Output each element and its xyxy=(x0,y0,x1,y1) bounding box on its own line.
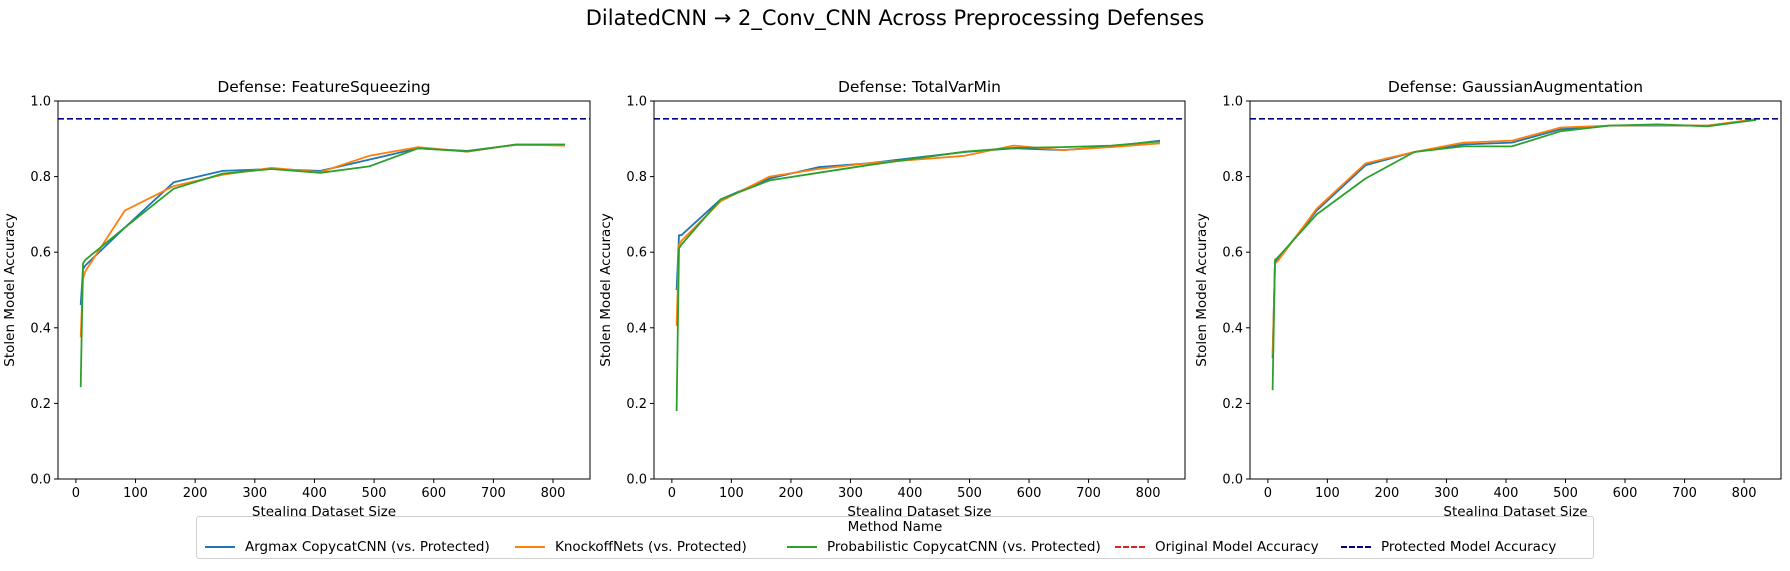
x-tick-label: 500 xyxy=(1553,486,1578,501)
x-tick-label: 800 xyxy=(541,486,566,501)
series-line-knockoffnets-vs-protected xyxy=(675,142,1161,326)
x-tick-label: 500 xyxy=(362,486,387,501)
y-tick-label: 0.2 xyxy=(1222,397,1243,412)
series-line-knockoffnets-vs-protected xyxy=(1271,118,1757,355)
legend-swatch xyxy=(1115,546,1145,548)
y-tick-label: 0.6 xyxy=(1222,246,1243,261)
legend-items: Argmax CopycatCNN (vs. Protected) Knockof… xyxy=(197,537,1593,557)
x-tick-label: 600 xyxy=(421,486,446,501)
y-tick-label: 1.0 xyxy=(30,95,51,110)
y-tick-label: 0.8 xyxy=(30,170,51,185)
legend-label: Protected Model Accuracy xyxy=(1381,539,1557,555)
y-tick-label: 0.4 xyxy=(626,321,647,336)
series-line-knockoffnets-vs-protected xyxy=(79,143,566,338)
legend-swatch xyxy=(515,546,545,548)
x-tick-label: 0 xyxy=(668,486,676,501)
x-tick-label: 200 xyxy=(779,486,804,501)
x-tick-label: 100 xyxy=(123,486,148,501)
x-tick-label: 300 xyxy=(242,486,267,501)
legend-title: Method Name xyxy=(847,519,943,535)
series-line-probabilistic-copycatcnn-vs-protected xyxy=(675,140,1161,412)
y-axis-label: Stolen Model Accuracy xyxy=(598,213,614,366)
x-tick-label: 400 xyxy=(898,486,923,501)
y-tick-label: 0.4 xyxy=(30,321,51,336)
legend-label: Probabilistic CopycatCNN (vs. Protected) xyxy=(827,539,1101,555)
series-line-argmax-copycatcnn-vs-protected xyxy=(675,139,1161,291)
legend-item-protected-model-accuracy: Protected Model Accuracy xyxy=(1341,537,1556,557)
x-tick-label: 700 xyxy=(1076,486,1101,501)
legend-label: KnockoffNets (vs. Protected) xyxy=(555,539,747,555)
x-tick-label: 600 xyxy=(1017,486,1042,501)
x-tick-label: 400 xyxy=(1494,486,1519,501)
x-tick-label: 0 xyxy=(1264,486,1272,501)
panel-title: Defense: TotalVarMin xyxy=(838,78,1001,96)
chart-panel-3: 0 100 200 300 400 500 600 700 800 0.0 0.2 0.4 0.6 0.8… xyxy=(1194,78,1782,520)
y-tick-label: 0.2 xyxy=(626,397,647,412)
series-line-probabilistic-copycatcnn-vs-protected xyxy=(79,143,565,388)
x-tick-label: 200 xyxy=(183,486,208,501)
x-tick-label: 700 xyxy=(1672,486,1697,501)
x-tick-label: 800 xyxy=(1732,486,1757,501)
x-tick-label: 300 xyxy=(838,486,863,501)
y-tick-label: 0.0 xyxy=(30,473,51,488)
y-tick-label: 0.6 xyxy=(626,246,647,261)
chart-panel-2: 0 100 200 300 400 500 600 700 800 0.0 0.2 0.4 0.6 0.8… xyxy=(598,78,1186,520)
y-tick-label: 0.8 xyxy=(626,170,647,185)
legend-item-knockoffnets-vs-protected: KnockoffNets (vs. Protected) xyxy=(515,537,747,557)
x-tick-label: 700 xyxy=(481,486,506,501)
x-tick-label: 800 xyxy=(1136,486,1161,501)
y-tick-label: 0.4 xyxy=(1222,321,1243,336)
panel-title: Defense: FeatureSqueezing xyxy=(217,78,430,96)
axes-frame xyxy=(653,100,1186,480)
x-tick-label: 300 xyxy=(1434,486,1459,501)
legend-swatch xyxy=(787,546,817,548)
y-tick-label: 0.6 xyxy=(30,246,51,261)
series-line-argmax-copycatcnn-vs-protected xyxy=(79,143,565,306)
legend-label: Argmax CopycatCNN (vs. Protected) xyxy=(245,539,490,555)
y-tick-label: 0.2 xyxy=(30,397,51,412)
legend-label: Original Model Accuracy xyxy=(1155,539,1319,555)
y-tick-label: 0.0 xyxy=(1222,473,1243,488)
y-tick-label: 1.0 xyxy=(626,95,647,110)
x-tick-label: 200 xyxy=(1375,486,1400,501)
legend-item-argmax-copycatcnn-vs-protected: Argmax CopycatCNN (vs. Protected) xyxy=(205,537,490,557)
x-tick-label: 0 xyxy=(72,486,80,501)
legend-item-probabilistic-copycatcnn-vs-protected: Probabilistic CopycatCNN (vs. Protected) xyxy=(787,537,1101,557)
legend-swatch xyxy=(1341,546,1371,548)
x-tick-label: 400 xyxy=(302,486,327,501)
y-tick-label: 0.8 xyxy=(1222,170,1243,185)
x-tick-label: 500 xyxy=(957,486,982,501)
axes-frame xyxy=(1249,100,1782,480)
chart-panel-1: 0 100 200 300 400 500 600 700 800 0.0 0.2 0.4 0.6 0.8… xyxy=(2,78,591,520)
series-line-argmax-copycatcnn-vs-protected xyxy=(1271,119,1757,359)
x-tick-label: 100 xyxy=(1315,486,1340,501)
figure-title: DilatedCNN → 2_Conv_CNN Across Preproces… xyxy=(585,6,1205,30)
y-axis-label: Stolen Model Accuracy xyxy=(2,213,18,366)
legend-swatch xyxy=(205,546,235,548)
x-tick-label: 100 xyxy=(719,486,744,501)
legend-item-original-model-accuracy: Original Model Accuracy xyxy=(1115,537,1319,557)
x-tick-label: 600 xyxy=(1613,486,1638,501)
y-tick-label: 0.0 xyxy=(626,473,647,488)
panel-title: Defense: GaussianAugmentation xyxy=(1388,78,1643,96)
y-tick-label: 1.0 xyxy=(1222,95,1243,110)
axes-frame xyxy=(57,100,591,480)
series-line-probabilistic-copycatcnn-vs-protected xyxy=(1271,119,1757,391)
legend: Method Name Argmax CopycatCNN (vs. Prote… xyxy=(196,516,1594,559)
y-axis-label: Stolen Model Accuracy xyxy=(1194,213,1210,366)
